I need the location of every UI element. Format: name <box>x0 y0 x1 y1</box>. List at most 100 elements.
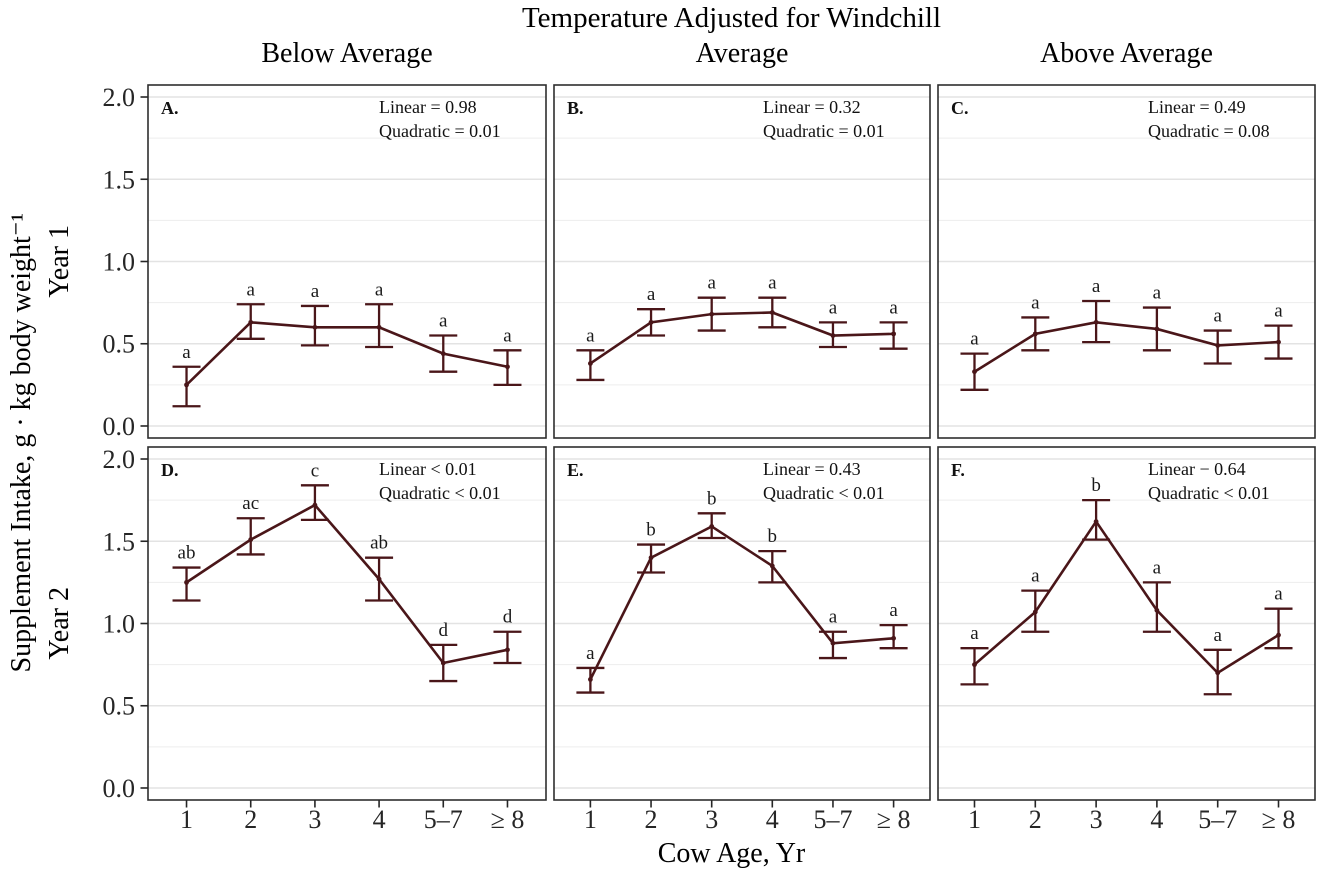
x-tick-label: 1 <box>968 805 981 834</box>
sig-letter: a <box>311 281 320 302</box>
facet-col-header-below-average: Below Average <box>261 38 433 69</box>
x-tick-label: 5–7 <box>813 805 852 834</box>
stats-linear: Linear = 0.98 <box>379 97 477 117</box>
sig-letter: a <box>1213 306 1222 327</box>
stats-linear: Linear < 0.01 <box>379 459 477 479</box>
data-point <box>972 369 977 375</box>
y-tick-label: 0.0 <box>103 412 136 441</box>
x-axis: 1 2 3 4 5–7 ≥ 8 1 2 3 4 5–7 ≥ 8 1 2 3 4 5–7 ≥ 8 <box>180 800 1295 834</box>
x-tick-label: 3 <box>1090 805 1103 834</box>
y-tick-label: 0.0 <box>103 774 136 803</box>
sig-letter: a <box>1153 283 1162 304</box>
sig-letter: a <box>768 273 777 294</box>
data-point <box>440 351 446 357</box>
y-tick-label: 0.5 <box>103 330 136 359</box>
x-tick-label: ≥ 8 <box>1262 805 1296 834</box>
series-line <box>973 321 1279 373</box>
data-point <box>1154 326 1160 332</box>
series-line <box>185 503 508 665</box>
x-tick-label: 2 <box>645 805 658 834</box>
data-point <box>1032 331 1038 337</box>
x-tick-label: 5–7 <box>1198 805 1237 834</box>
series-line <box>589 311 894 365</box>
data-point <box>587 677 593 682</box>
data-point <box>972 662 977 668</box>
x-tick-label: 3 <box>705 805 718 834</box>
data-point <box>830 333 836 338</box>
y-tick-label: 2.0 <box>103 83 136 112</box>
data-point <box>505 364 510 370</box>
y-tick-label: 2.0 <box>103 445 136 474</box>
sig-letter: a <box>889 297 898 318</box>
panel-letter: F. <box>951 460 965 480</box>
data-point <box>648 555 654 561</box>
sig-letter: a <box>1153 557 1162 578</box>
y-tick-label: 0.5 <box>103 692 136 721</box>
x-tick-label: 1 <box>584 805 597 834</box>
data-point <box>587 361 593 366</box>
data-point <box>1276 339 1281 345</box>
x-tick-label: 2 <box>244 805 257 834</box>
panel-border <box>937 446 1316 801</box>
x-tick-label: 4 <box>373 805 386 834</box>
data-point <box>505 647 510 653</box>
stats-quadratic: Quadratic = 0.01 <box>763 121 885 141</box>
sig-letter: ab <box>178 543 196 564</box>
data-point <box>769 563 775 569</box>
sig-letter: a <box>1031 292 1040 313</box>
panel-border <box>553 84 931 439</box>
sig-letter: a <box>375 279 384 300</box>
panel-letter: B. <box>567 98 584 118</box>
x-tick-label: 4 <box>1150 805 1163 834</box>
y-tick-label: 1.5 <box>103 527 136 556</box>
panel-border <box>553 446 931 801</box>
data-point <box>312 502 318 508</box>
sig-letter: a <box>1274 301 1283 322</box>
stats-linear: Linear = 0.49 <box>1148 97 1246 117</box>
panel-f: F. Linear − 0.64 Quadratic < 0.01 a a b a a a <box>937 446 1316 801</box>
data-point <box>1093 519 1099 524</box>
y-axis: 2.0 1.5 1.0 0.5 0.0 2.0 1.5 1.0 0.5 0.0 <box>103 83 148 803</box>
sig-letter: b <box>768 526 778 547</box>
x-tick-label: 1 <box>180 805 193 834</box>
panel-letter: C. <box>951 98 969 118</box>
sig-letter: d <box>503 607 513 628</box>
sig-letter: ac <box>242 493 259 514</box>
panel-border <box>937 84 1316 439</box>
stats-linear: Linear − 0.64 <box>1148 459 1246 479</box>
data-point <box>376 324 382 330</box>
sig-letter: a <box>970 329 979 350</box>
data-point <box>248 319 254 325</box>
panel-b: B. Linear = 0.32 Quadratic = 0.01 a a a a a a <box>553 84 931 439</box>
sig-letter: a <box>1031 566 1040 587</box>
series-line <box>589 524 894 681</box>
panel-e: E. Linear = 0.43 Quadratic < 0.01 a b b b a a <box>553 446 931 801</box>
sig-letter: a <box>829 607 838 628</box>
x-tick-label: 4 <box>766 805 779 834</box>
data-point <box>184 382 189 388</box>
stats-quadratic: Quadratic < 0.01 <box>763 483 885 503</box>
facet-col-header-average: Average <box>695 38 789 69</box>
sig-letter: b <box>707 488 717 509</box>
sig-letter: a <box>1092 276 1101 297</box>
data-point <box>648 319 654 325</box>
sig-letter: d <box>439 620 449 641</box>
data-point <box>769 310 775 315</box>
panel-d: D. Linear < 0.01 Quadratic < 0.01 ab ac c ab d d <box>147 446 547 801</box>
sig-letter: a <box>970 623 979 644</box>
sig-letter: ab <box>370 533 388 554</box>
sig-letter: b <box>646 520 656 541</box>
x-axis-title: Cow Age, Yr <box>657 838 806 869</box>
sig-letter: b <box>1091 475 1101 496</box>
data-point <box>891 331 897 337</box>
sig-letter: a <box>889 600 898 621</box>
panel-letter: D. <box>161 460 179 480</box>
x-tick-label: 5–7 <box>424 805 463 834</box>
data-point <box>830 640 836 646</box>
panel-c: C. Linear = 0.49 Quadratic = 0.08 a a a a a a <box>937 84 1316 439</box>
x-tick-label: ≥ 8 <box>491 805 525 834</box>
sig-letter: a <box>503 325 512 346</box>
x-tick-label: 3 <box>308 805 321 834</box>
y-tick-label: 1.5 <box>103 165 136 194</box>
